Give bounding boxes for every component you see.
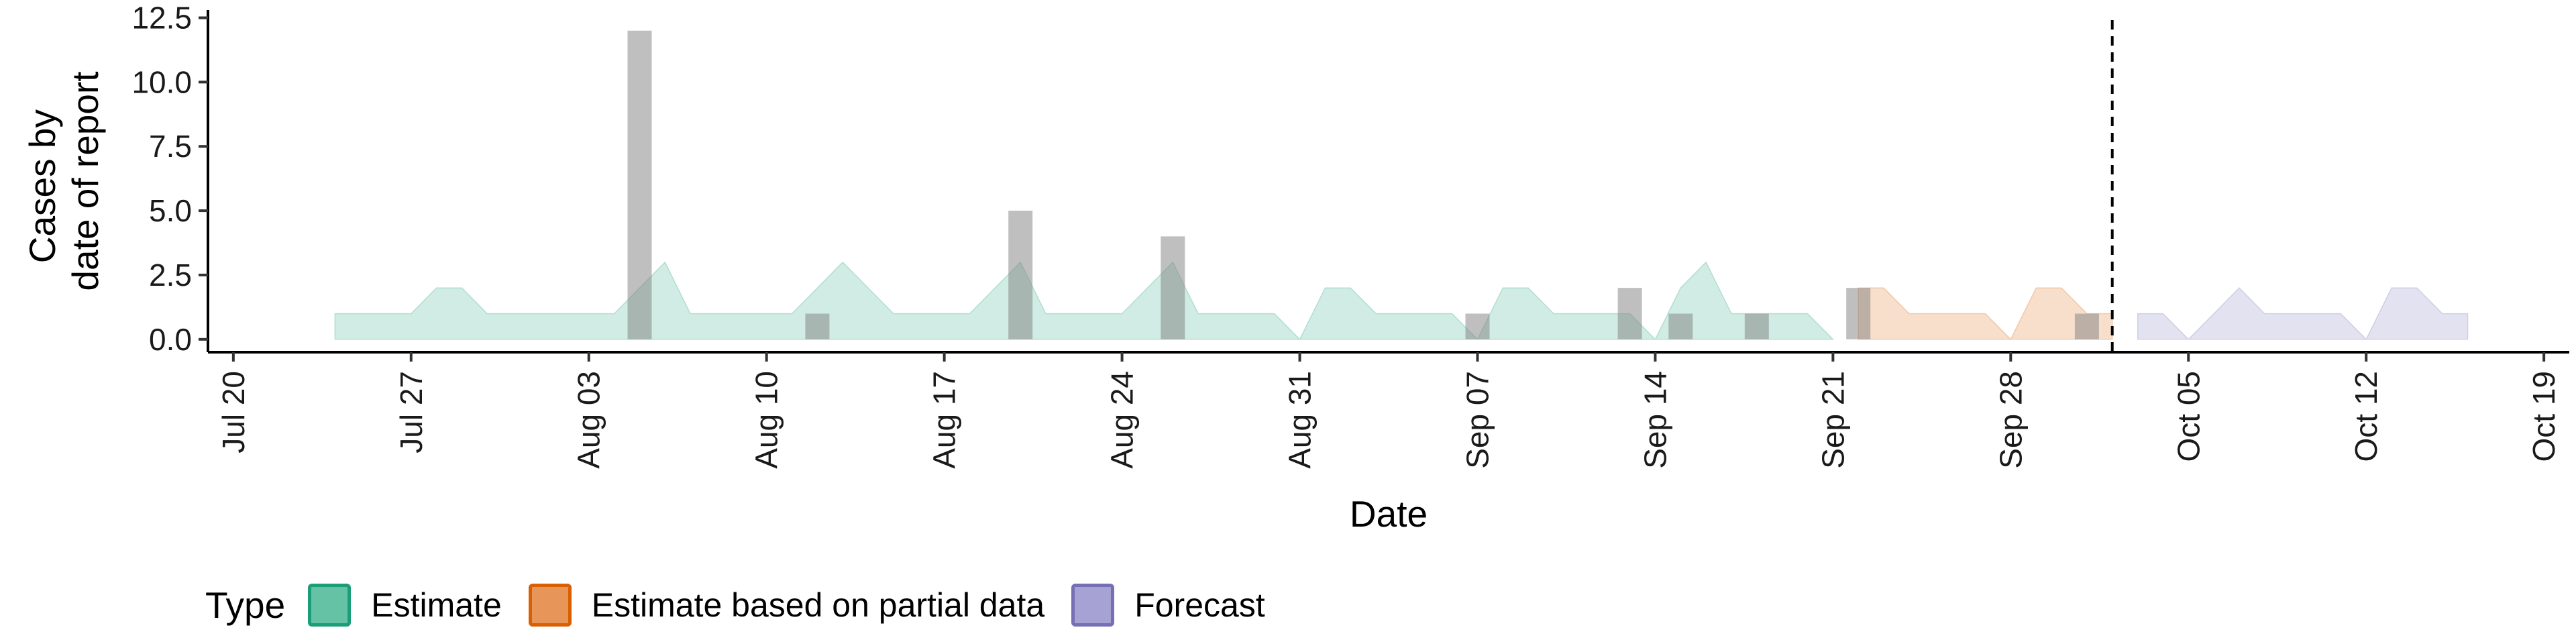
- forecast-area: [2137, 287, 2469, 341]
- x-tick-label: Sep 28: [1993, 371, 2028, 469]
- reported-case-bar: [1008, 211, 1033, 339]
- y-axis-ticks: 0.0 2.5 5.0 7.5 10.0 12.5: [131, 1, 208, 357]
- reported-case-bar: [1465, 313, 1490, 339]
- y-axis-title-line-1: Cases by: [21, 109, 63, 264]
- y-tick-label: 2.5: [149, 258, 192, 292]
- reported-case-bar: [1744, 313, 1769, 339]
- x-tick-label: Sep 14: [1638, 371, 1672, 469]
- x-tick-label: Aug 24: [1105, 371, 1140, 469]
- reported-case-bar: [627, 30, 652, 339]
- reported-case-bar: [1846, 288, 1871, 339]
- axes: [207, 10, 2569, 354]
- x-tick-label: Oct 12: [2349, 371, 2383, 462]
- x-tick-label: Oct 05: [2171, 371, 2206, 462]
- y-tick-label: 0.0: [149, 322, 192, 357]
- legend-label-estimate: Estimate: [371, 586, 502, 624]
- x-tick-label: Sep 21: [1815, 371, 1850, 469]
- reported-case-bar: [805, 313, 830, 339]
- reported-case-bar: [1617, 288, 1642, 339]
- x-tick-label: Jul 20: [216, 371, 251, 453]
- y-tick-label: 10.0: [131, 64, 192, 99]
- reported-case-bars: [627, 30, 2099, 339]
- x-tick-label: Aug 10: [749, 371, 784, 469]
- reported-case-bar: [2074, 313, 2099, 339]
- x-tick-label: Aug 31: [1283, 371, 1318, 469]
- x-tick-label: Aug 17: [927, 371, 962, 469]
- y-axis-title-line-2: date of report: [64, 71, 106, 290]
- y-tick-label: 12.5: [131, 1, 192, 36]
- x-tick-label: Oct 19: [2526, 371, 2561, 462]
- x-tick-label: Sep 07: [1460, 371, 1495, 469]
- legend-key-estimate: [308, 584, 352, 627]
- legend-label-forecast: Forecast: [1134, 586, 1265, 624]
- area-bands: [334, 261, 2469, 341]
- partial-data-area: [1858, 287, 2113, 341]
- x-tick-label: Aug 03: [572, 371, 606, 469]
- legend-title: Type: [205, 584, 286, 626]
- reported-case-bar: [1668, 313, 1693, 339]
- reported-case-bar: [1161, 236, 1185, 339]
- legend-item-partial: Estimate based on partial data: [528, 584, 1045, 627]
- legend-item-forecast: Forecast: [1071, 584, 1265, 627]
- x-axis-title: Date: [1350, 493, 1428, 535]
- x-axis-ticks: Jul 20 Jul 27 Aug 03 Aug 10 Aug 17 Aug 24 Aug …: [216, 352, 2561, 469]
- legend-key-forecast: [1071, 584, 1115, 627]
- estimate-area: [334, 261, 1835, 341]
- y-tick-label: 7.5: [149, 129, 192, 164]
- legend-item-estimate: Estimate: [308, 584, 502, 627]
- legend: Type Estimate Estimate based on partial …: [205, 578, 1292, 632]
- y-tick-label: 5.0: [149, 193, 192, 228]
- y-axis-title: Cases by date of report: [21, 71, 106, 290]
- legend-key-partial: [528, 584, 572, 627]
- x-tick-label: Jul 27: [394, 371, 429, 453]
- legend-label-partial: Estimate based on partial data: [591, 586, 1045, 624]
